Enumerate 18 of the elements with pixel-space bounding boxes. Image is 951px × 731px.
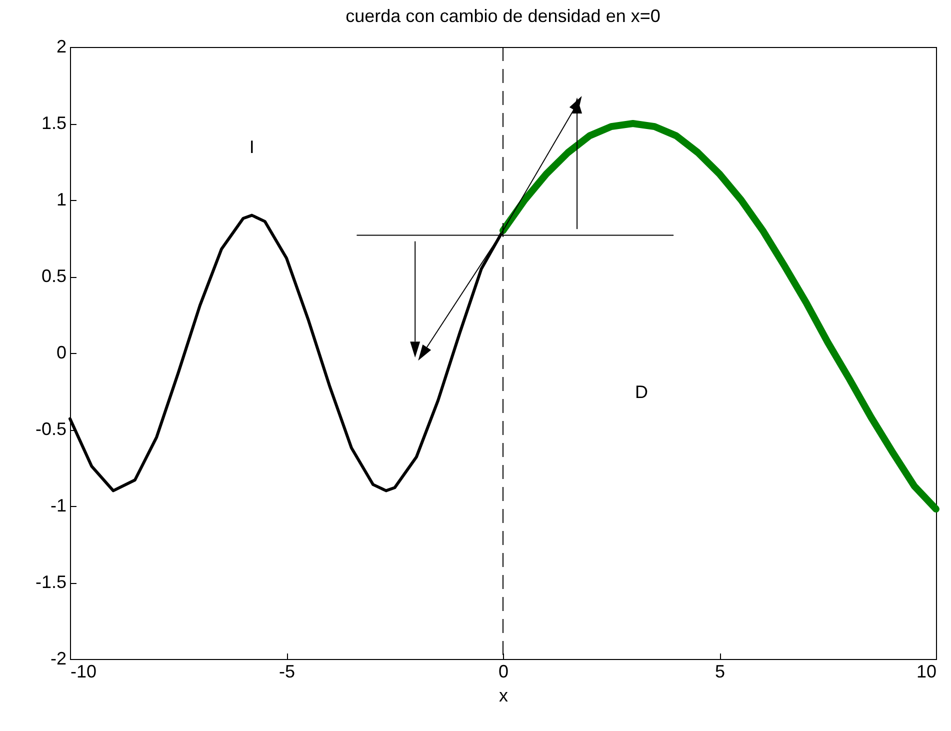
y-tick-label: -1 <box>50 496 66 516</box>
x-tick-label: 10 <box>916 662 936 682</box>
x-tick-label: 5 <box>714 662 726 682</box>
x-tick-label: -10 <box>70 662 97 682</box>
y-tick-label: 0 <box>56 342 66 362</box>
y-tick-label: 0.5 <box>41 266 66 286</box>
y-tick-label: -0.5 <box>35 419 66 439</box>
y-tick-label: -1.5 <box>35 572 66 592</box>
y-tick-label: -2 <box>50 648 66 668</box>
y-tick-label: 1 <box>56 190 66 210</box>
y-tick-label: 2 <box>56 36 66 56</box>
annotation: I <box>249 136 254 157</box>
x-tick-label: 0 <box>498 662 509 682</box>
x-tick-label: -5 <box>278 662 296 682</box>
y-tick-label: 1.5 <box>41 113 66 133</box>
x-axis-title: x <box>499 686 508 706</box>
chart-title: cuerda con cambio de densidad en x=0 <box>346 6 660 26</box>
annotation: D <box>635 382 648 402</box>
